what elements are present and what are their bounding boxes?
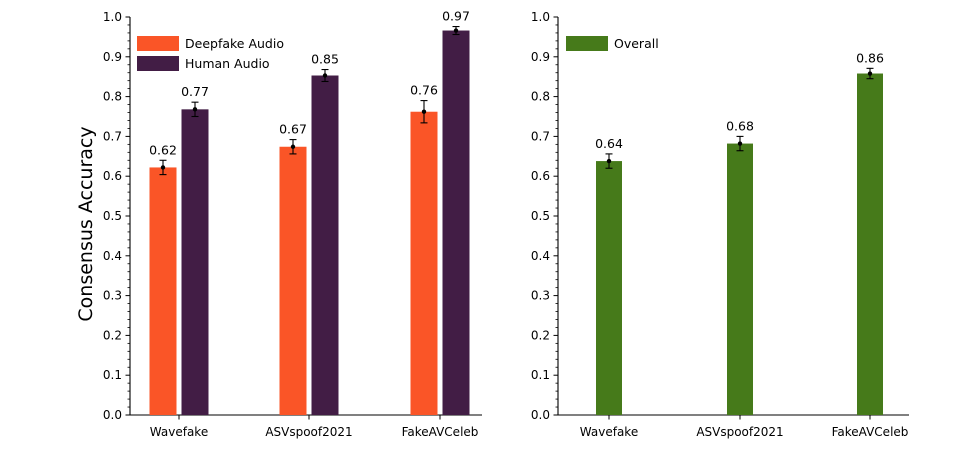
y-tick-label: 0.1 xyxy=(103,368,122,382)
y-tick-label: 0.9 xyxy=(103,50,122,64)
data-label-human-audio-fakeavceleb: 0.97 xyxy=(442,9,470,24)
y-tick-label: 0.0 xyxy=(531,408,550,422)
x-tick-label-wavefake: Wavefake xyxy=(150,425,208,439)
y-tick-label: 0.9 xyxy=(531,50,550,64)
mean-point xyxy=(737,141,743,146)
x-tick-label-asvspoof2021: ASVspoof2021 xyxy=(696,425,783,439)
bar-deepfake-audio-fakeavceleb xyxy=(410,111,438,415)
y-tick-label: 0.1 xyxy=(531,368,550,382)
x-tick-label-asvspoof2021: ASVspoof2021 xyxy=(265,425,352,439)
y-tick-label: 0.4 xyxy=(531,249,550,263)
bar-human-audio-wavefake xyxy=(181,109,209,415)
mean-point xyxy=(421,109,427,114)
mean-point xyxy=(606,158,612,164)
y-tick-label: 0.6 xyxy=(103,169,122,183)
bars: 0.64 0.68 0.86 xyxy=(595,50,884,416)
y-tick-label: 0.7 xyxy=(103,129,122,143)
left-chart: Consensus Accuracy 0.0 0.1 0.2 0.3 0.4 0.5 0.6… xyxy=(75,9,482,439)
legend-swatch-deepfake-audio xyxy=(137,36,179,51)
y-tick-label: 0.5 xyxy=(103,209,122,223)
mean-point xyxy=(867,71,873,76)
legend-label-deepfake-audio: Deepfake Audio xyxy=(185,36,284,51)
mean-point xyxy=(322,73,328,78)
y-tick-label: 0.2 xyxy=(103,328,122,342)
mean-point xyxy=(290,144,296,149)
bar-overall-wavefake xyxy=(596,161,622,415)
y-tick-label: 0.8 xyxy=(103,90,122,104)
x-tick-label-wavefake: Wavefake xyxy=(580,425,638,439)
y-tick-label: 0.3 xyxy=(103,289,122,303)
legend: Overall xyxy=(566,36,659,51)
bar-overall-asvspoof2021 xyxy=(727,143,753,415)
y-axis: 0.0 0.1 0.2 0.3 0.4 0.5 0.6 0.7 0.8 0.9 1.0 Wavefak… xyxy=(103,10,482,439)
y-tick-label: 0.6 xyxy=(531,169,550,183)
data-label-human-audio-asvspoof2021: 0.85 xyxy=(311,52,339,67)
bar-human-audio-asvspoof2021 xyxy=(311,75,339,416)
y-tick-label: 0.4 xyxy=(103,249,122,263)
legend-label-overall: Overall xyxy=(614,36,659,51)
data-label-deepfake-audio-asvspoof2021: 0.67 xyxy=(279,122,307,137)
y-tick-label: 1.0 xyxy=(531,10,550,24)
bar-overall-fakeavceleb xyxy=(857,73,883,416)
x-tick-label-fakeavceleb: FakeAVCeleb xyxy=(402,425,479,439)
data-label-overall-fakeavceleb: 0.86 xyxy=(856,50,884,65)
y-tick-label: 0.5 xyxy=(531,209,550,223)
data-label-deepfake-audio-wavefake: 0.62 xyxy=(149,142,177,157)
y-axis: 0.0 0.1 0.2 0.3 0.4 0.5 0.6 0.7 0.8 0.9 1.0 Wavefak… xyxy=(531,10,909,439)
bars: 0.62 0.67 0.76 0.77 0.85 0.97 xyxy=(149,9,470,416)
y-tick-label: 1.0 xyxy=(103,10,122,24)
mean-point xyxy=(192,107,198,112)
bar-human-audio-fakeavceleb xyxy=(442,30,470,415)
x-tick-label-fakeavceleb: FakeAVCeleb xyxy=(832,425,909,439)
legend: Deepfake Audio Human Audio xyxy=(137,36,284,71)
bar-deepfake-audio-wavefake xyxy=(149,167,177,415)
legend-label-human-audio: Human Audio xyxy=(185,56,270,71)
right-chart: 0.0 0.1 0.2 0.3 0.4 0.5 0.6 0.7 0.8 0.9 1.0 Wavefak… xyxy=(531,10,909,439)
data-label-overall-wavefake: 0.64 xyxy=(595,136,623,151)
data-label-overall-asvspoof2021: 0.68 xyxy=(726,118,754,133)
y-tick-label: 0.8 xyxy=(531,90,550,104)
y-axis-title: Consensus Accuracy xyxy=(75,126,97,321)
bar-deepfake-audio-asvspoof2021 xyxy=(279,146,307,416)
y-tick-label: 0.2 xyxy=(531,328,550,342)
y-tick-label: 0.0 xyxy=(103,408,122,422)
y-tick-label: 0.7 xyxy=(531,129,550,143)
data-label-deepfake-audio-fakeavceleb: 0.76 xyxy=(410,83,438,98)
mean-point xyxy=(160,165,166,170)
legend-swatch-overall xyxy=(566,36,608,51)
y-tick-label: 0.3 xyxy=(531,289,550,303)
mean-point xyxy=(453,28,459,33)
data-label-human-audio-wavefake: 0.77 xyxy=(181,84,209,99)
legend-swatch-human-audio xyxy=(137,56,179,71)
